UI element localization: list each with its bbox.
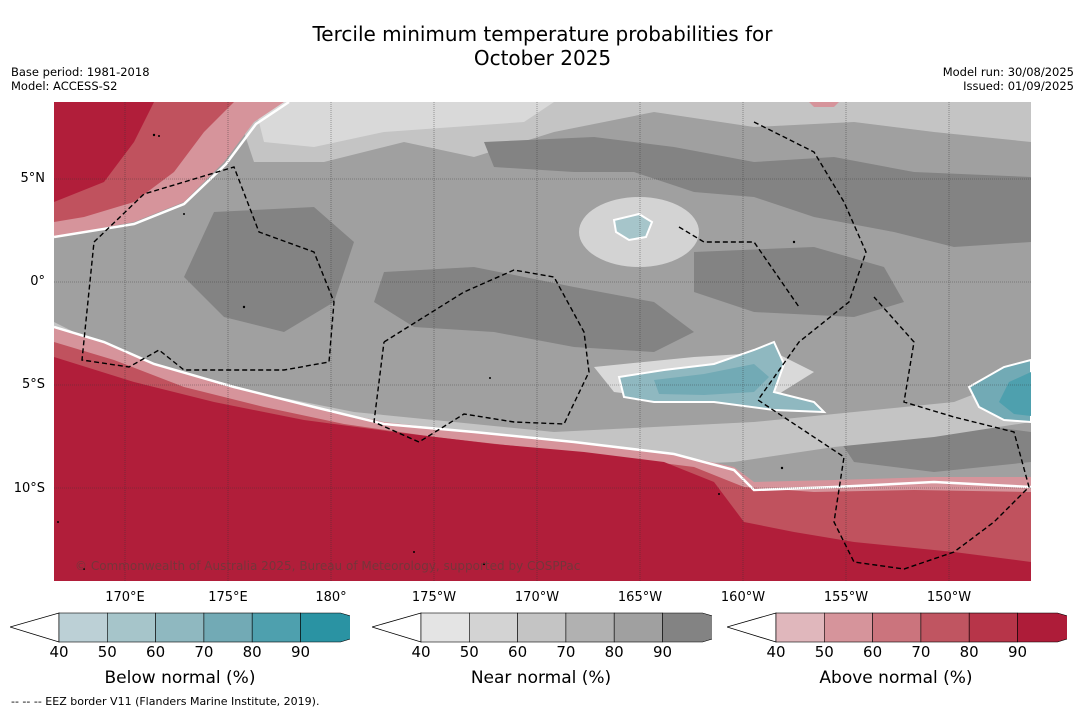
model-run: Model run: 30/08/2025 xyxy=(942,65,1074,79)
colorbar-below xyxy=(10,612,350,643)
lon-tick-165w: 165°W xyxy=(617,590,663,605)
colorbar-tick: 70 xyxy=(194,643,214,661)
near-dark-patch-a xyxy=(484,137,1031,247)
meta-right: Model run: 30/08/2025 Issued: 01/09/2025 xyxy=(943,65,1074,93)
colorbar-swatch xyxy=(58,612,108,643)
colorbar-swatch xyxy=(155,612,205,643)
graticule xyxy=(54,102,1031,581)
lat-tick-10s: 10°S xyxy=(13,481,45,496)
near-dark-patch-b xyxy=(184,207,354,332)
above-normal-south-strong xyxy=(54,357,1031,581)
colorbar-tick: 80 xyxy=(242,643,262,661)
colorbar-tick: 90 xyxy=(290,643,311,661)
colorbar-tick: 80 xyxy=(604,643,624,661)
colorbar-underflow-arrow xyxy=(727,612,777,643)
lat-tick-5n: 5°N xyxy=(20,171,46,186)
colorbar-swatch xyxy=(251,612,301,643)
colorbar-near-swatches xyxy=(372,612,712,643)
colorbar-tick: 60 xyxy=(863,643,883,661)
colorbar-swatch xyxy=(203,612,253,643)
lat-tick-5s: 5°S xyxy=(21,377,45,392)
colorbar-swatch xyxy=(565,612,615,643)
above-normal-south-edge xyxy=(54,325,1031,492)
eez-borders xyxy=(81,121,1030,570)
colorbar-underflow-arrow xyxy=(10,612,60,643)
colorbar-tick: 50 xyxy=(459,643,479,661)
colorbar-tick: 40 xyxy=(49,643,69,661)
colorbar-above xyxy=(727,612,1067,643)
model-name: Model: ACCESS-S2 xyxy=(11,79,118,93)
lon-tick-170w: 170°W xyxy=(514,590,560,605)
near-dark-patch-c xyxy=(374,267,694,352)
issued-date: Issued: 01/09/2025 xyxy=(963,79,1074,93)
colorbar-tick: 80 xyxy=(959,643,979,661)
colorbar-swatch xyxy=(107,612,156,643)
title-line-1: Tercile minimum temperature probabilitie… xyxy=(312,22,773,46)
colorbar-swatch xyxy=(300,612,350,643)
colorbar-tick: 50 xyxy=(814,643,834,661)
colorbar-swatch xyxy=(420,612,470,643)
lon-tick-175e: 175°E xyxy=(208,590,248,605)
colorbar-tick: 90 xyxy=(652,643,673,661)
colorbar-tick: 60 xyxy=(508,643,528,661)
lon-tick-150w: 150°W xyxy=(926,590,972,605)
colorbar-swatch xyxy=(920,612,970,643)
colorbar-tick: 50 xyxy=(97,643,117,661)
colorbar-below-swatches xyxy=(10,612,350,643)
probability-map xyxy=(54,102,1031,581)
colorbar-tick: 40 xyxy=(411,643,431,661)
lon-tick-175w: 175°W xyxy=(411,590,457,605)
base-period: Base period: 1981-2018 xyxy=(11,65,150,79)
colorbar-near xyxy=(372,612,712,643)
colorbar-swatch xyxy=(775,612,825,643)
copyright-notice: © Commonwealth of Australia 2025, Bureau… xyxy=(75,559,581,573)
lat-tick-0: 0° xyxy=(30,274,45,289)
above-normal-nw-edge xyxy=(54,102,290,239)
colorbar-tick: 40 xyxy=(766,643,786,661)
meta-left: Base period: 1981-2018 Model: ACCESS-S2 xyxy=(11,65,150,93)
near-pale-band-north xyxy=(254,102,554,147)
colorbar-above-label: Above normal (%) xyxy=(819,668,973,688)
colorbar-swatch xyxy=(613,612,663,643)
colorbar-tick: 70 xyxy=(911,643,931,661)
map-title: Tercile minimum temperature probabilitie… xyxy=(0,22,1085,70)
colorbar-swatch xyxy=(824,612,873,643)
below-normal-blob-north xyxy=(612,212,654,242)
colorbar-swatch xyxy=(662,612,712,643)
colorbar-swatch xyxy=(517,612,567,643)
colorbar-tick: 90 xyxy=(1007,643,1028,661)
colorbar-tick: 60 xyxy=(146,643,166,661)
above-normal-top-patch xyxy=(809,102,839,107)
colorbar-underflow-arrow xyxy=(372,612,422,643)
lon-tick-180: 180° xyxy=(315,590,347,605)
colorbar-tick: 70 xyxy=(556,643,576,661)
lon-tick-160w: 160°W xyxy=(720,590,766,605)
colorbar-swatch xyxy=(872,612,922,643)
below-normal-core-east xyxy=(999,372,1031,416)
above-normal-nw-strong xyxy=(54,102,154,202)
lon-tick-155w: 155°W xyxy=(823,590,869,605)
colorbar-above-swatches xyxy=(727,612,1067,643)
lon-tick-170e: 170°E xyxy=(105,590,145,605)
colorbar-near-label: Near normal (%) xyxy=(470,668,612,688)
colorbar-swatch xyxy=(469,612,518,643)
islands xyxy=(57,133,796,570)
colorbar-swatch xyxy=(1017,612,1067,643)
colorbar-swatch xyxy=(968,612,1018,643)
below-normal-core-central xyxy=(654,364,769,395)
eez-footnote: -- -- -- EEZ border V11 (Flanders Marine… xyxy=(11,695,320,708)
colorbar-below-label: Below normal (%) xyxy=(104,668,256,688)
title-line-2: October 2025 xyxy=(473,46,612,70)
